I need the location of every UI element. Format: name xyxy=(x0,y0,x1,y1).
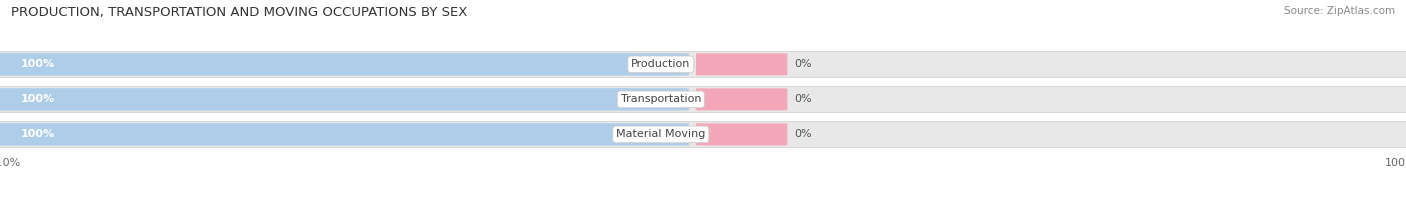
FancyBboxPatch shape xyxy=(696,53,787,75)
FancyBboxPatch shape xyxy=(0,53,689,76)
Text: 0%: 0% xyxy=(794,59,813,69)
Text: 100%: 100% xyxy=(21,129,55,139)
Text: Source: ZipAtlas.com: Source: ZipAtlas.com xyxy=(1284,6,1395,16)
Text: Transportation: Transportation xyxy=(620,94,702,104)
Text: Production: Production xyxy=(631,59,690,69)
Text: 100%: 100% xyxy=(21,59,55,69)
Text: 100%: 100% xyxy=(21,94,55,104)
Text: 0%: 0% xyxy=(794,94,813,104)
Text: PRODUCTION, TRANSPORTATION AND MOVING OCCUPATIONS BY SEX: PRODUCTION, TRANSPORTATION AND MOVING OC… xyxy=(11,6,468,19)
FancyBboxPatch shape xyxy=(0,86,1406,112)
FancyBboxPatch shape xyxy=(0,51,1406,77)
FancyBboxPatch shape xyxy=(696,123,787,145)
Text: 0%: 0% xyxy=(794,129,813,139)
FancyBboxPatch shape xyxy=(696,88,787,110)
FancyBboxPatch shape xyxy=(0,123,689,146)
FancyBboxPatch shape xyxy=(0,88,689,111)
FancyBboxPatch shape xyxy=(0,121,1406,147)
Text: Material Moving: Material Moving xyxy=(616,129,706,139)
